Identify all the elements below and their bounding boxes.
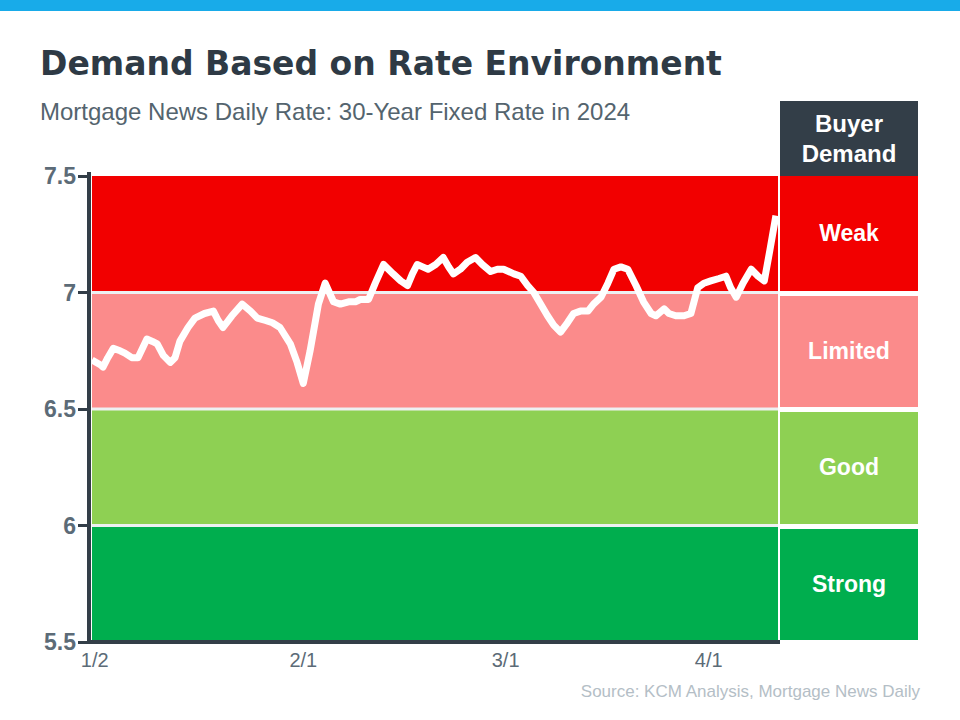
band-limited [92, 293, 778, 410]
y-axis-tick [78, 641, 87, 644]
band-weak [92, 176, 778, 293]
y-axis-label: 7.5 [6, 163, 76, 189]
legend-item-strong: Strong [780, 529, 918, 641]
legend-item-label: Limited [808, 338, 890, 365]
x-axis-label: 3/1 [492, 649, 520, 671]
page-subtitle: Mortgage News Daily Rate: 30-Year Fixed … [40, 98, 630, 126]
y-axis-line [87, 172, 91, 644]
band-good [92, 409, 778, 526]
y-axis-label: 6 [6, 513, 76, 539]
legend-header: Buyer Demand [780, 101, 918, 176]
y-axis-label: 5.5 [6, 629, 76, 655]
legend-item-good: Good [780, 412, 918, 524]
y-axis-tick [78, 408, 87, 411]
legend-item-label: Good [819, 454, 879, 481]
legend-item-label: Strong [812, 571, 886, 598]
x-axis-label: 2/1 [289, 649, 317, 671]
y-axis-label: 6.5 [6, 396, 76, 422]
x-axis-label: 4/1 [695, 649, 723, 671]
band-strong [92, 526, 778, 643]
y-axis-label: 7 [6, 280, 76, 306]
top-accent-bar [0, 0, 960, 11]
legend-header-line-1: Buyer [815, 109, 883, 139]
legend-item-label: Weak [819, 220, 879, 247]
infographic: Demand Based on Rate Environment Mortgag… [0, 0, 960, 720]
legend-header-line-2: Demand [802, 139, 897, 169]
source-note: Source: KCM Analysis, Mortgage News Dail… [581, 682, 920, 702]
y-axis-tick [78, 175, 87, 178]
x-axis-label: 1/2 [81, 649, 109, 671]
legend-item-limited: Limited [780, 296, 918, 408]
page-title: Demand Based on Rate Environment [40, 44, 722, 83]
y-axis-tick [78, 291, 87, 294]
legend-item-weak: Weak [780, 176, 918, 291]
rate-chart [92, 176, 778, 642]
y-axis-tick [78, 524, 87, 527]
x-axis-line [87, 640, 780, 644]
